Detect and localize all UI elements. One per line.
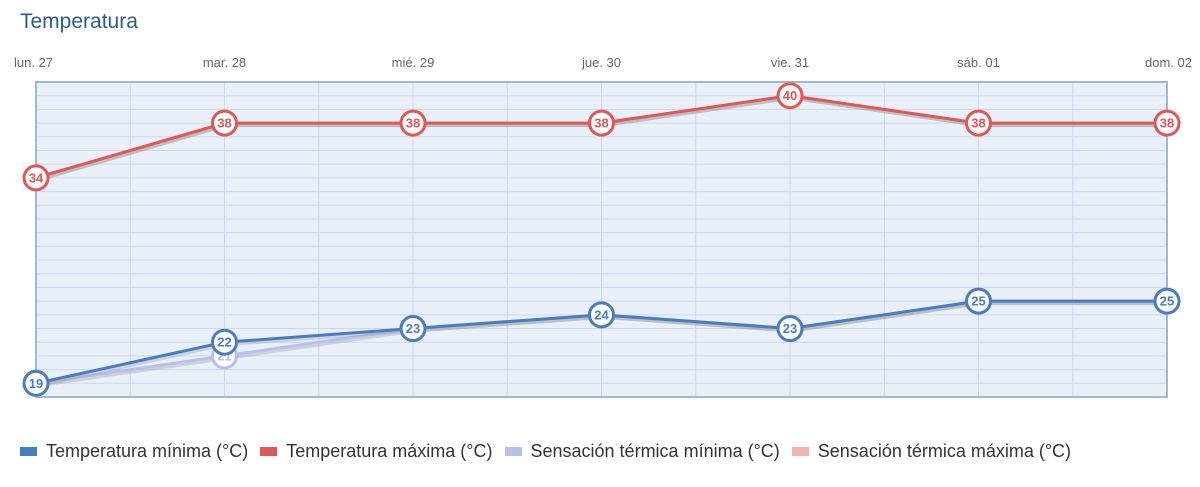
data-label: 38 <box>217 116 231 131</box>
data-point <box>22 164 50 192</box>
data-label: 34 <box>29 170 44 185</box>
data-label: 23 <box>783 321 797 336</box>
x-tick-label: sáb. 01 <box>957 55 1000 70</box>
data-point <box>211 109 238 137</box>
data-label: 22 <box>217 335 231 350</box>
data-point <box>1153 109 1181 137</box>
legend-label: Temperatura máxima (°C) <box>286 441 493 461</box>
legend-item[interactable]: Sensación térmica máxima (°C) <box>791 441 1072 462</box>
data-point <box>22 369 50 397</box>
data-point <box>776 315 804 343</box>
legend-swatch <box>260 447 278 456</box>
x-tick-label: lun. 27 <box>14 55 53 70</box>
data-label: 38 <box>406 116 420 131</box>
data-point <box>965 109 992 137</box>
data-label: 25 <box>971 294 985 309</box>
legend-swatch <box>791 447 809 456</box>
data-point <box>399 109 427 137</box>
data-label: 38 <box>971 116 985 131</box>
data-label: 23 <box>406 321 420 336</box>
x-tick-label: dom. 02 <box>1145 55 1192 70</box>
data-point <box>588 109 615 137</box>
data-point <box>211 328 238 356</box>
data-point <box>965 287 992 315</box>
legend-item[interactable]: Temperatura mínima (°C) <box>20 441 248 462</box>
x-tick-label: vie. 31 <box>771 55 809 70</box>
legend-swatch <box>504 447 522 456</box>
chart-legend: Temperatura mínima (°C) Temperatura máxim… <box>20 441 1083 462</box>
legend-label: Sensación térmica mínima (°C) <box>530 441 780 461</box>
plot-border <box>35 81 1168 398</box>
legend-swatch <box>20 447 37 456</box>
data-point <box>399 315 427 343</box>
x-tick-label: mié. 29 <box>392 55 435 70</box>
temperature-chart: lun. 27 mar. 28 mié. 29 jue. 30 vie. 31 sáb. … <box>14 55 1192 398</box>
legend-item[interactable]: Temperatura máxima (°C) <box>260 441 493 462</box>
legend-label: Sensación térmica máxima (°C) <box>817 441 1072 461</box>
data-point <box>776 82 804 110</box>
data-label: 25 <box>1160 294 1174 309</box>
data-label: 19 <box>29 376 43 391</box>
legend-label: Temperatura mínima (°C) <box>46 441 249 461</box>
data-point <box>1153 287 1181 315</box>
data-label: 40 <box>783 88 797 103</box>
x-tick-label: mar. 28 <box>203 55 246 70</box>
data-point <box>588 301 615 329</box>
data-label: 38 <box>1160 116 1174 131</box>
chart-title: Temperatura <box>20 10 138 33</box>
x-tick-label: jue. 30 <box>581 55 621 70</box>
legend-item[interactable]: Sensación térmica mínima (°C) <box>504 441 780 462</box>
data-label: 24 <box>594 307 609 322</box>
data-label: 38 <box>594 116 608 131</box>
